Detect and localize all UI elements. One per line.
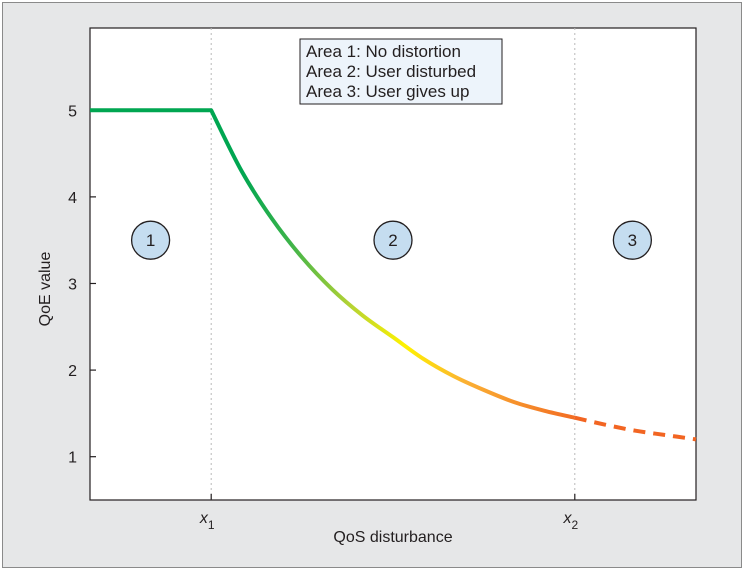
area-circle (373, 220, 413, 260)
legend-line-3: Area 3: User gives up (306, 82, 469, 101)
area-number: 2 (388, 231, 397, 250)
x-axis-label: QoS disturbance (333, 529, 452, 546)
area-number: 1 (146, 231, 155, 250)
qoe-chart: 1 2 3 4 5 x1 x2 1 2 3 Area 1: No distortion Are… (37, 27, 697, 546)
y-axis-label: QoE value (37, 252, 54, 327)
area-number: 3 (628, 231, 637, 250)
x-tick-label-x2: x2 (562, 510, 578, 532)
y-tick-label: 5 (68, 103, 77, 120)
y-tick-label: 2 (68, 363, 77, 380)
y-tick-label: 3 (68, 276, 77, 293)
legend-frame (299, 38, 503, 105)
qoe-curve (90, 108, 576, 420)
y-tick-label: 1 (68, 450, 77, 467)
legend-line-1: Area 1: No distortion (306, 42, 461, 61)
y-tick-label: 4 (68, 190, 77, 207)
area-1-marker: 1 (130, 220, 171, 260)
area-circle (130, 220, 171, 260)
qoe-curve-dashed (574, 415, 697, 442)
area-3-marker: 3 (612, 220, 653, 260)
area-2-marker: 2 (373, 220, 413, 260)
area-circle (612, 220, 653, 260)
x-tick-label-x1: x1 (199, 510, 215, 532)
legend-line-2: Area 2: User disturbed (306, 62, 476, 81)
legend-box: Area 1: No distortion Area 2: User distu… (299, 38, 503, 105)
